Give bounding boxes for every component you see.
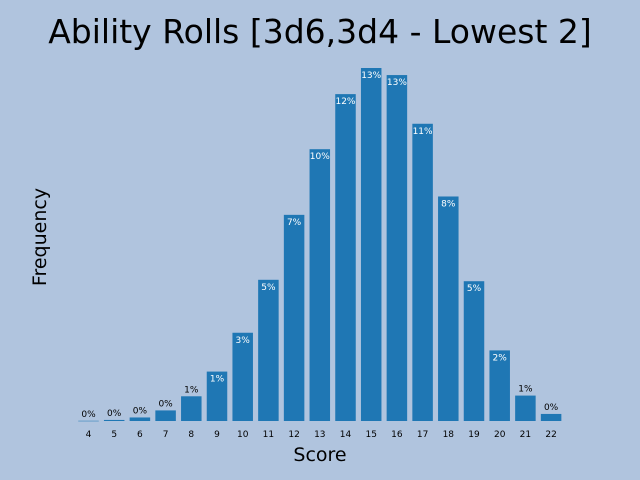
x-tick-15: 15 (365, 430, 376, 440)
bars-group: 0% 4 0% 5 0% 6 0% 7 1% 8 1% 9 3% 10 5% 11 7% 12 10% 13 12% 14… (78, 68, 562, 440)
data-label-20: 2% (493, 353, 508, 363)
bar-4 (78, 420, 99, 422)
data-label-15: 13% (361, 71, 381, 81)
data-label-22: 0% (544, 403, 559, 413)
chart-title: Ability Rolls [3d6,3d4 - Lowest 2] (48, 12, 592, 51)
bar-12 (283, 214, 305, 421)
data-label-17: 11% (413, 127, 433, 137)
x-tick-22: 22 (545, 430, 556, 440)
x-tick-13: 13 (314, 430, 325, 440)
bar-13 (309, 149, 331, 421)
bar-18 (438, 196, 459, 421)
x-tick-12: 12 (288, 430, 299, 440)
data-label-9: 1% (210, 375, 225, 385)
data-label-21: 1% (518, 385, 533, 395)
data-label-4: 0% (81, 410, 96, 420)
bar-19 (463, 281, 485, 421)
bar-14 (335, 94, 356, 422)
bar-15 (360, 68, 382, 421)
x-tick-5: 5 (111, 430, 117, 440)
x-tick-16: 16 (391, 430, 403, 440)
x-tick-17: 17 (417, 430, 428, 440)
bar-7 (155, 410, 176, 421)
data-label-16: 13% (387, 78, 407, 88)
x-tick-9: 9 (214, 430, 220, 440)
bar-9 (206, 371, 228, 421)
bar-6 (129, 417, 151, 421)
data-label-14: 12% (335, 97, 355, 107)
data-label-12: 7% (287, 218, 302, 228)
x-tick-21: 21 (520, 430, 531, 440)
y-axis-label: Frequency (29, 188, 51, 286)
x-tick-6: 6 (137, 430, 143, 440)
bar-20 (489, 350, 510, 421)
data-label-18: 8% (441, 199, 456, 209)
x-tick-4: 4 (86, 430, 92, 440)
x-tick-11: 11 (263, 430, 274, 440)
data-label-8: 1% (184, 385, 199, 395)
bar-11 (258, 279, 279, 421)
data-label-19: 5% (467, 284, 482, 294)
data-label-13: 10% (310, 152, 330, 162)
x-axis-label: Score (293, 444, 346, 466)
bar-10 (232, 332, 253, 421)
x-tick-20: 20 (494, 430, 506, 440)
data-label-5: 0% (107, 409, 122, 419)
bar-22 (540, 413, 562, 421)
x-tick-8: 8 (188, 430, 194, 440)
bar-16 (386, 75, 408, 421)
data-label-6: 0% (133, 406, 148, 416)
data-label-7: 0% (158, 399, 173, 409)
bar-8 (181, 396, 202, 421)
x-tick-7: 7 (163, 430, 169, 440)
bar-5 (103, 419, 125, 421)
x-tick-14: 14 (340, 430, 352, 440)
x-tick-19: 19 (468, 430, 480, 440)
bar-21 (515, 395, 536, 421)
bar-17 (412, 123, 433, 422)
data-label-10: 3% (236, 336, 251, 346)
x-tick-10: 10 (237, 430, 249, 440)
x-tick-18: 18 (443, 430, 455, 440)
data-label-11: 5% (261, 283, 276, 293)
